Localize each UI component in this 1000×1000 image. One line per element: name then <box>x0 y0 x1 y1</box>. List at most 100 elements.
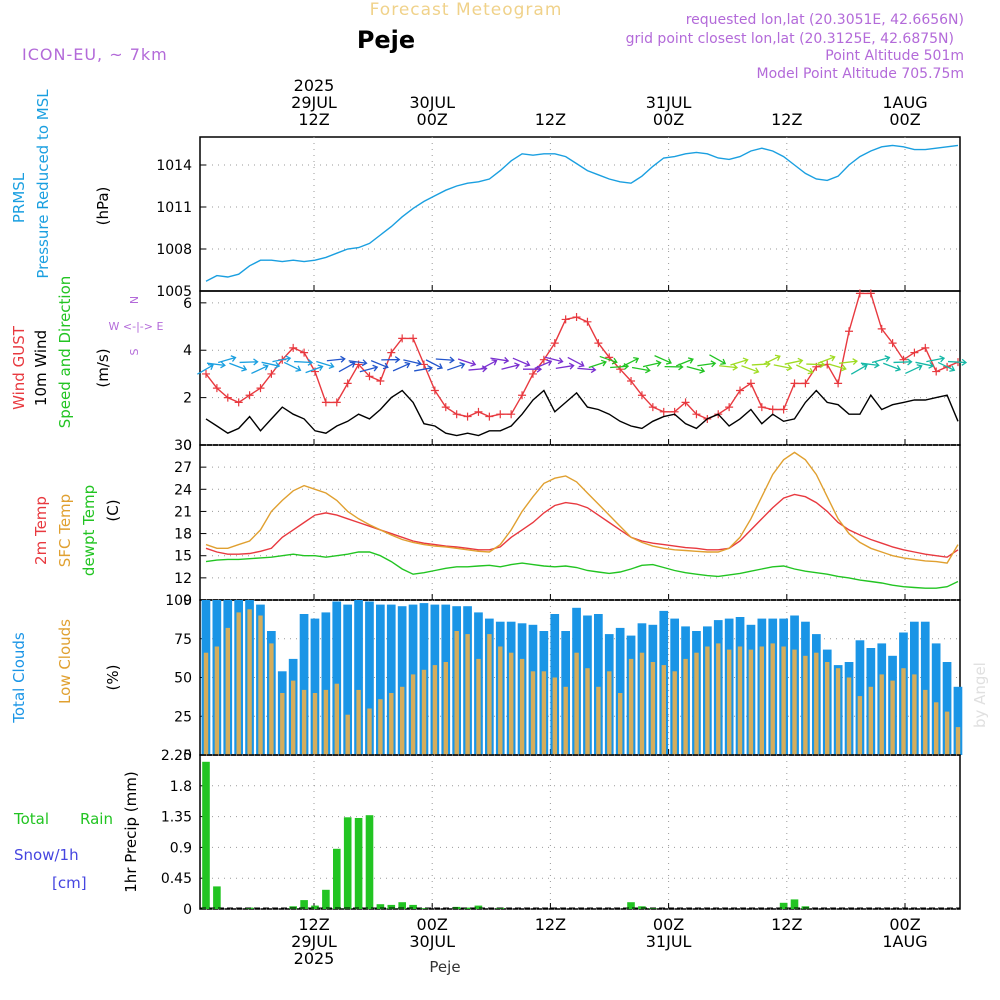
arrow-shape <box>544 356 564 365</box>
bottom-time-label: 12Z <box>771 915 802 934</box>
bar-low-clouds <box>410 674 416 755</box>
bar-total-clouds <box>594 614 603 755</box>
gust-marker <box>583 317 592 326</box>
arrow-shape <box>828 363 847 372</box>
bar-total-clouds <box>354 600 363 755</box>
wind-direction-arrow <box>697 360 717 368</box>
bar-low-clouds <box>356 689 361 755</box>
bar-low-clouds <box>530 671 536 755</box>
bar-low-clouds <box>585 668 590 755</box>
arrow-shape <box>730 357 749 366</box>
arrow-shape <box>817 354 836 364</box>
bar-low-clouds <box>236 612 241 755</box>
arrow-shape <box>763 354 781 365</box>
gust-marker <box>234 398 243 407</box>
wind-direction-arrow <box>206 361 226 369</box>
wind-direction-arrow <box>305 364 324 374</box>
gust-marker <box>768 405 777 414</box>
gust-marker <box>485 412 494 421</box>
series-label-low-clouds: Low Clouds <box>56 619 74 704</box>
arrow-shape <box>403 359 422 367</box>
y-tick-label: 9 <box>183 593 192 609</box>
bar-low-clouds <box>857 696 863 755</box>
gust-marker <box>550 339 559 348</box>
gust-marker <box>921 343 930 352</box>
series-label-pressure: Pressure Reduced to MSL <box>34 89 52 279</box>
series-line-10m-wind <box>205 389 959 437</box>
bar-total-clouds <box>343 604 352 755</box>
top-time-label: 30JUL <box>409 93 455 112</box>
y-tick-label: 1.8 <box>170 779 192 795</box>
arrow-shape <box>784 357 804 365</box>
bar-low-clouds <box>792 649 797 755</box>
bar-total-clouds <box>386 604 396 755</box>
arrow-shape <box>893 358 913 366</box>
bar-low-clouds <box>519 658 525 755</box>
y-tick-label: 15 <box>174 549 192 565</box>
bar-precip <box>649 908 657 909</box>
bar-low-clouds <box>705 646 710 755</box>
wind-direction-arrow <box>631 366 651 374</box>
bar-precip <box>311 905 319 909</box>
top-time-label: 31JUL <box>646 93 692 112</box>
arrow-shape <box>555 362 575 370</box>
bar-low-clouds <box>748 649 754 755</box>
gust-marker <box>845 327 854 336</box>
arrow-shape <box>370 360 389 370</box>
y-tick-label: 18 <box>174 527 192 543</box>
wind-direction-arrow <box>883 362 902 372</box>
bar-precip <box>322 889 330 909</box>
gust-marker <box>365 372 374 381</box>
wind-direction-arrow <box>239 358 259 366</box>
bottom-time-label: 30JUL <box>409 932 455 951</box>
bar-low-clouds <box>291 680 296 755</box>
wind-direction-arrow <box>817 354 836 364</box>
location-name: Peje <box>357 26 415 54</box>
y-tick-label: 1014 <box>156 158 192 174</box>
bar-low-clouds <box>672 671 677 755</box>
compass-we: W <-|-> E <box>109 320 164 333</box>
bar-low-clouds <box>247 609 252 755</box>
arrow-shape <box>229 362 248 372</box>
top-time-label: 00Z <box>417 110 448 129</box>
arrow-shape <box>709 354 727 365</box>
wind-direction-arrow <box>905 364 923 375</box>
gust-marker <box>419 360 428 369</box>
wind-direction-arrow <box>730 357 749 366</box>
arrow-shape <box>577 366 597 374</box>
arrow-shape <box>675 357 694 367</box>
wind-direction-arrow <box>937 361 956 372</box>
bar-precip <box>474 905 483 909</box>
gust-marker <box>409 334 418 343</box>
arrow-shape <box>860 361 880 369</box>
arrow-shape <box>218 355 237 364</box>
arrow-shape <box>251 364 269 375</box>
unit-label: (C) <box>104 499 122 521</box>
wind-direction-arrow <box>251 364 269 375</box>
arrow-shape <box>806 361 826 369</box>
bar-low-clouds <box>498 646 503 755</box>
bar-low-clouds <box>650 662 656 755</box>
bottom-time-label: 2025 <box>294 949 335 968</box>
arrow-shape <box>272 355 292 363</box>
wind-direction-arrow <box>294 358 314 366</box>
gust-marker <box>681 398 690 407</box>
bar-precip <box>387 904 396 909</box>
bar-low-clouds <box>269 643 274 755</box>
arrow-shape <box>741 365 760 375</box>
y-tick-label: 27 <box>174 460 192 476</box>
wind-direction-arrow <box>229 362 248 372</box>
gust-marker <box>321 398 330 407</box>
gust-marker <box>452 410 461 419</box>
watermark: by Angel <box>971 662 989 728</box>
arrow-shape <box>381 356 401 364</box>
bar-precip <box>202 761 210 909</box>
bottom-time-label: 00Z <box>417 915 448 934</box>
bar-low-clouds <box>683 658 688 755</box>
series-label-gust: Wind GUST <box>10 325 28 410</box>
y-tick-label: 1011 <box>156 200 192 216</box>
y-tick-label: 4 <box>183 343 192 359</box>
arrow-shape <box>490 356 510 364</box>
y-tick-label: 1005 <box>156 284 192 300</box>
bar-precip <box>343 817 352 909</box>
